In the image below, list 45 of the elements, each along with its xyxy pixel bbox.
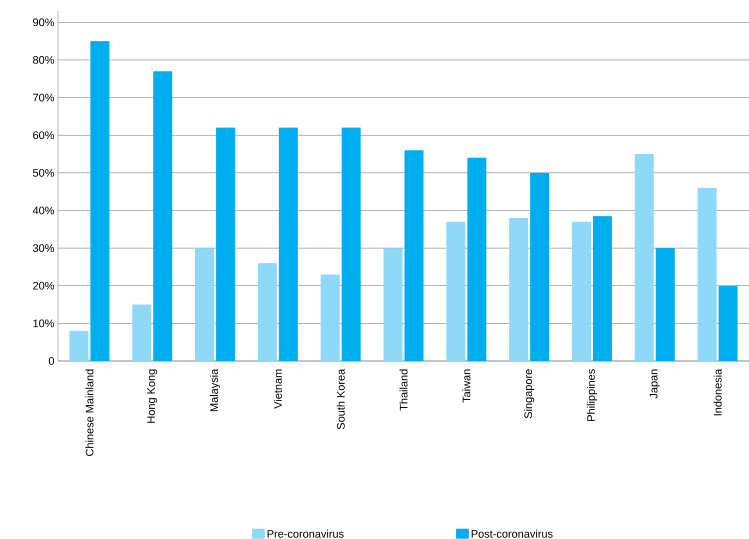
bar: [634, 154, 654, 361]
bar: [342, 128, 361, 361]
y-tick-label: 90%: [33, 18, 54, 26]
bar: [446, 222, 466, 361]
y-tick-label: 80%: [33, 56, 54, 64]
bar: [384, 248, 403, 361]
bar: [467, 158, 486, 361]
x-tick-label: Philippines: [586, 369, 598, 421]
bar: [530, 172, 550, 361]
y-tick-label: 10%: [33, 320, 54, 328]
legend-label: Post-coronavirus: [472, 530, 553, 538]
bar: [90, 41, 110, 361]
bar: [258, 263, 277, 361]
bar: [592, 216, 612, 361]
x-tick-label: Indonesia: [714, 368, 722, 416]
x-tick-label: Taiwan: [462, 369, 470, 403]
bar: [69, 330, 88, 361]
y-tick-label: 40%: [32, 206, 54, 214]
y-tick-label: 30%: [32, 244, 54, 252]
x-tick-label: Vietnam: [274, 370, 282, 409]
bar: [216, 128, 236, 361]
bar: [509, 218, 528, 361]
y-tick-label: 60%: [33, 131, 54, 140]
bar: [153, 71, 172, 361]
y-tick-label: 50%: [32, 168, 54, 177]
bar: [278, 128, 298, 361]
y-tick-label: 20%: [33, 282, 54, 290]
x-tick-label: South Korea: [336, 368, 345, 430]
bar: [404, 150, 424, 361]
x-tick-label: Singapore: [524, 369, 534, 418]
bar: [195, 248, 214, 361]
bar: [718, 286, 738, 361]
bar: [132, 304, 152, 361]
legend-label: Pre-coronavirus: [268, 530, 344, 538]
x-tick-label: Chinese Mainland: [85, 370, 94, 456]
x-tick-label: Hong Kong: [147, 369, 158, 423]
x-tick-label: Japan: [650, 369, 660, 398]
bar: [698, 188, 717, 361]
y-tick-label: 70%: [33, 94, 54, 102]
x-tick-label: Thailand: [399, 369, 408, 411]
bar: [572, 222, 591, 361]
y-tick-label: 0: [48, 357, 54, 365]
x-tick-label: Malaysia: [210, 368, 220, 412]
bar: [320, 274, 340, 361]
bar: [656, 248, 675, 361]
